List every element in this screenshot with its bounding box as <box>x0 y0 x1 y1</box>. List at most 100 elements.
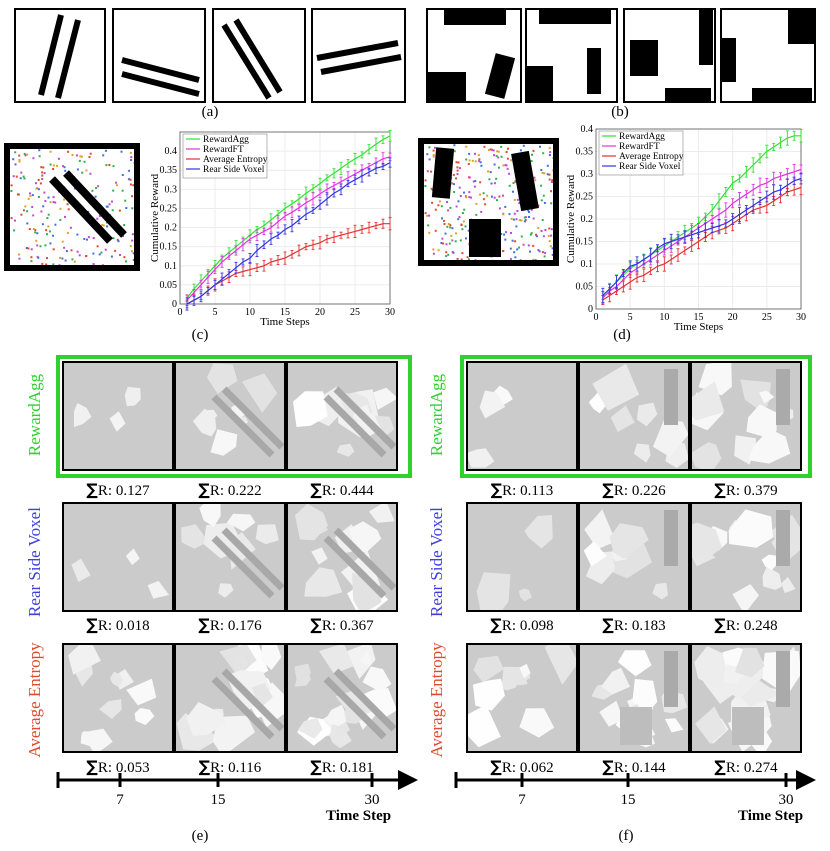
particle-dot <box>549 245 552 248</box>
reward-value: R: 0.144 <box>613 760 666 776</box>
particle-dot <box>424 212 427 215</box>
particle-dot <box>496 150 499 153</box>
series-line <box>186 223 390 305</box>
particle-dot <box>532 149 535 152</box>
particle-dot <box>474 152 476 155</box>
seen-patch <box>293 391 328 427</box>
y-tick-label: 0.05 <box>576 282 594 293</box>
seen-patch <box>324 704 349 727</box>
particle-dot <box>539 145 541 148</box>
particle-dot <box>96 217 99 220</box>
x-tick-label: 10 <box>659 312 669 323</box>
particle-dot <box>464 195 467 198</box>
particle-dot <box>513 212 516 215</box>
particle-dot <box>529 250 531 253</box>
object-block <box>776 510 790 566</box>
particle-dot <box>551 181 553 183</box>
object-bar <box>333 527 396 591</box>
particle-dot <box>43 172 46 175</box>
chart-c: 0 5 10 15 20 25 30 0 0.05 0.1 0.15 0.2 0.25 0.3 0.35 0.… <box>149 130 395 328</box>
particle-dot <box>493 196 496 199</box>
observation-tile <box>62 361 174 471</box>
particle-dot <box>542 235 545 238</box>
particle-dot <box>12 158 15 161</box>
particle-dot <box>493 154 495 157</box>
particle-dot <box>461 252 464 255</box>
particle-dot <box>550 228 553 231</box>
reward-value: R: 0.127 <box>97 483 150 499</box>
y-tick-label: 0.15 <box>160 242 178 253</box>
particle-dot <box>14 163 17 166</box>
y-tick-label: 0.3 <box>581 169 594 180</box>
particle-dot <box>54 201 57 204</box>
particle-dot <box>35 239 38 242</box>
particle-dot <box>65 250 68 253</box>
particle-dot <box>543 255 546 258</box>
timeline-tick-7-f: 7 <box>518 792 526 808</box>
particle-dot <box>431 201 434 204</box>
reward-agg-highlight-f <box>460 355 812 478</box>
cumulative-reward-label: ∑R: 0.183 <box>574 615 694 635</box>
block-shape <box>428 10 516 101</box>
particle-dot <box>441 237 444 240</box>
particle-dot <box>132 258 134 261</box>
particle-dot <box>129 151 132 154</box>
label-f: (f) <box>618 828 634 844</box>
particle-dot <box>518 202 521 205</box>
particle-dot <box>515 218 518 221</box>
particle-dot <box>540 199 543 202</box>
particle-dot <box>131 250 133 253</box>
particle-dot <box>115 184 118 187</box>
particle-dot <box>428 146 431 149</box>
particle-dot <box>31 194 34 197</box>
seen-patch <box>99 699 122 719</box>
particle-dot <box>424 179 427 182</box>
y-tick-label: 0.35 <box>160 165 178 176</box>
particle-dot <box>81 171 84 174</box>
object-bar <box>333 386 396 450</box>
particle-dot <box>490 182 493 185</box>
particle-dot <box>105 164 108 167</box>
particle-dot <box>76 154 78 157</box>
seen-patch <box>199 504 221 527</box>
sigma-symbol: ∑ <box>602 480 614 499</box>
particle-dot <box>17 193 20 196</box>
particle-dot <box>510 159 513 162</box>
particle-dot <box>468 258 470 260</box>
label-a: (a) <box>201 104 219 120</box>
seen-patch <box>759 390 775 404</box>
particle-dot <box>28 228 31 230</box>
particle-dot <box>474 259 477 260</box>
particle-dot <box>67 208 70 211</box>
particle-dot <box>10 184 13 187</box>
particle-dot <box>45 229 48 232</box>
particle-dot <box>504 238 507 241</box>
seen-patch <box>73 403 92 427</box>
seen-patch <box>68 645 101 675</box>
particle-dot <box>96 245 99 248</box>
seen-patch <box>692 381 725 421</box>
series-line <box>602 186 802 301</box>
y-tick-label: 0 <box>588 304 593 315</box>
sigma-symbol: ∑ <box>198 757 211 776</box>
particle-dot <box>483 145 486 148</box>
seen-patch <box>362 688 396 717</box>
particle-dot <box>474 160 477 163</box>
cumulative-reward-label: ∑R: 0.248 <box>686 615 806 635</box>
particle-dot <box>27 197 30 200</box>
particle-dot <box>104 149 107 152</box>
particle-dot <box>49 150 52 153</box>
observation-tile <box>174 361 286 471</box>
particle-dot <box>457 218 460 221</box>
particle-dot <box>484 203 487 206</box>
particle-dot <box>489 148 492 151</box>
seen-patch <box>473 678 505 711</box>
particle-dot <box>551 247 553 250</box>
timeline-tick-30-f: 30 <box>778 792 794 808</box>
sigma-symbol: ∑ <box>86 480 98 499</box>
reward-value: R: 0.181 <box>321 760 374 776</box>
cumulative-reward-label: ∑R: 0.098 <box>462 615 582 635</box>
particle-dot <box>119 254 121 256</box>
particle-dot <box>36 255 39 258</box>
particle-dot <box>64 259 67 262</box>
